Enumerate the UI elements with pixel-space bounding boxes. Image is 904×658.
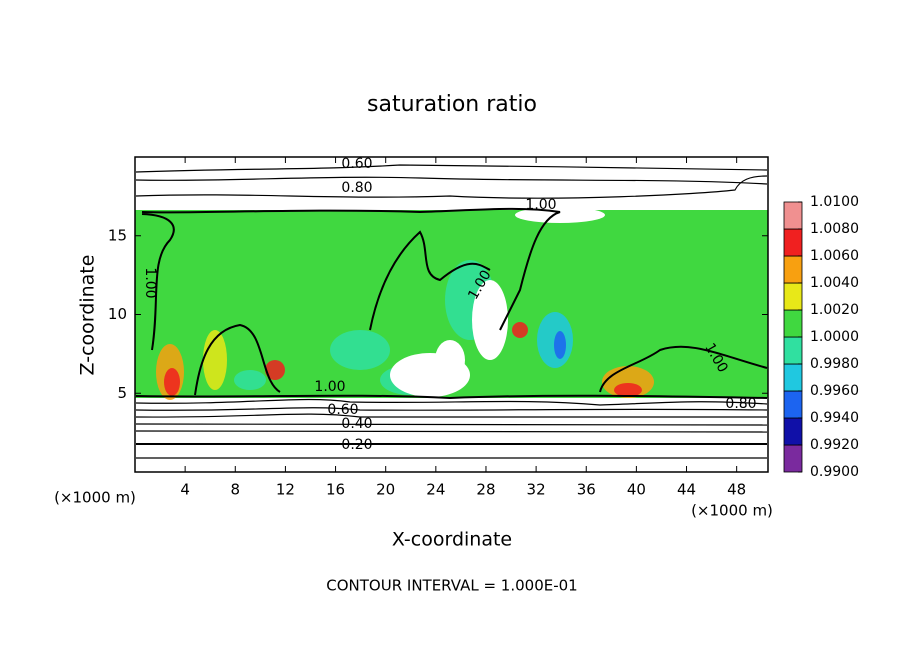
x-tick-label: 16 <box>326 481 345 499</box>
contour-label: 0.80 <box>341 180 372 196</box>
colorbar-tick-label: 0.9900 <box>810 464 859 480</box>
colorbar-tick-label: 1.0000 <box>810 329 859 345</box>
chart-title: saturation ratio <box>367 92 537 117</box>
colorbar-band <box>783 363 803 392</box>
y-tick-label: 15 <box>108 226 127 244</box>
contour-line <box>135 430 768 433</box>
colorbar-tick-label: 0.9960 <box>810 383 859 399</box>
footnote: CONTOUR INTERVAL = 1.000E-01 <box>326 577 577 595</box>
y-tick-label: 10 <box>108 305 127 323</box>
x-unit: (×1000 m) <box>54 489 136 507</box>
x-tick-label: 20 <box>376 481 395 499</box>
x-unit: (×1000 m) <box>691 502 773 520</box>
colorbar-tick-label: 1.0040 <box>810 275 859 291</box>
x-axis-label: X-coordinate <box>392 529 512 551</box>
colorbar-band <box>783 444 803 473</box>
contour-line <box>135 394 768 400</box>
contour-label: 0.60 <box>341 156 372 172</box>
contour-label: 1.00 <box>142 267 158 298</box>
field-patch <box>164 368 180 396</box>
colorbar-band <box>783 390 803 419</box>
contour-line <box>135 175 768 199</box>
colorbar-tick-label: 0.9940 <box>810 410 859 426</box>
contour-label: 0.80 <box>725 396 756 412</box>
contour-line <box>135 407 768 411</box>
x-tick-label: 4 <box>180 481 190 499</box>
colorbar-tick-label: 1.0060 <box>810 248 859 264</box>
field-patch <box>265 360 285 380</box>
contour-label: 1.00 <box>525 197 556 213</box>
y-tick-label: 5 <box>117 384 127 402</box>
colorbar-band <box>783 309 803 338</box>
contour-line <box>194 230 768 396</box>
colorbar-tick-label: 1.0100 <box>810 194 859 210</box>
colorbar-band <box>783 228 803 257</box>
colorbar-band <box>783 336 803 365</box>
contour-line <box>141 207 561 351</box>
contour-line <box>135 398 768 406</box>
colorbar-tick-label: 0.9980 <box>810 356 859 372</box>
colorbar-band <box>783 282 803 311</box>
x-tick-label: 44 <box>677 481 696 499</box>
contour-label: 1.00 <box>314 379 345 395</box>
x-tick-label: 12 <box>276 481 295 499</box>
colorbar-tick-label: 1.0080 <box>810 221 859 237</box>
field-patch <box>435 340 465 380</box>
colorbar-band <box>783 201 803 230</box>
field-patch <box>330 330 390 370</box>
contours <box>135 164 768 459</box>
contour-label: 0.20 <box>341 437 372 453</box>
y-axis-label: Z-coordinate <box>77 255 99 376</box>
field-patch <box>515 207 605 223</box>
contour-line <box>135 164 768 173</box>
contour-line <box>135 423 768 426</box>
x-tick-label: 36 <box>577 481 596 499</box>
colorbar-tick-label: 1.0020 <box>810 302 859 318</box>
field-patch <box>512 322 528 338</box>
colorbar-band <box>783 255 803 284</box>
x-tick-label: 32 <box>527 481 546 499</box>
x-tick-label: 24 <box>426 481 445 499</box>
field-patch <box>614 383 642 397</box>
x-tick-label: 28 <box>476 481 495 499</box>
field-patch <box>472 280 508 360</box>
contour-label: 0.60 <box>327 402 358 418</box>
contour-label: 0.40 <box>341 416 372 432</box>
contour-line <box>135 413 768 418</box>
field <box>135 207 768 400</box>
x-tick-label: 40 <box>627 481 646 499</box>
colorbar-band <box>783 417 803 446</box>
field-patch <box>234 370 266 390</box>
contour-line <box>135 176 768 185</box>
x-tick-label: 48 <box>727 481 746 499</box>
colorbar-tick-label: 0.9920 <box>810 437 859 453</box>
x-tick-label: 8 <box>231 481 241 499</box>
field-patch <box>554 331 566 359</box>
field-patch <box>203 330 227 390</box>
